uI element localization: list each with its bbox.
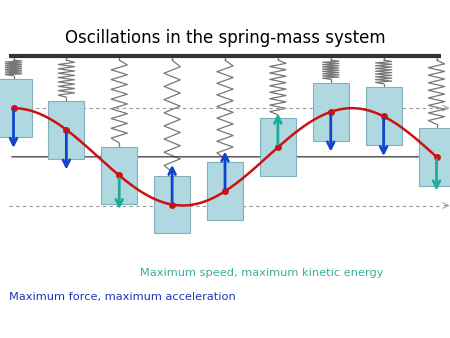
Text: Maximum force, maximum acceleration: Maximum force, maximum acceleration: [9, 292, 236, 302]
Bar: [154, 176, 190, 234]
Bar: [48, 101, 85, 159]
Text: Oscillations in the spring-mass system: Oscillations in the spring-mass system: [65, 29, 385, 47]
Bar: [101, 147, 137, 204]
Text: Maximum speed, maximum kinetic energy: Maximum speed, maximum kinetic energy: [140, 268, 383, 278]
Bar: [313, 83, 349, 141]
Bar: [365, 88, 401, 145]
Bar: [418, 128, 450, 186]
Bar: [260, 118, 296, 176]
Bar: [0, 79, 32, 137]
Bar: [207, 162, 243, 220]
